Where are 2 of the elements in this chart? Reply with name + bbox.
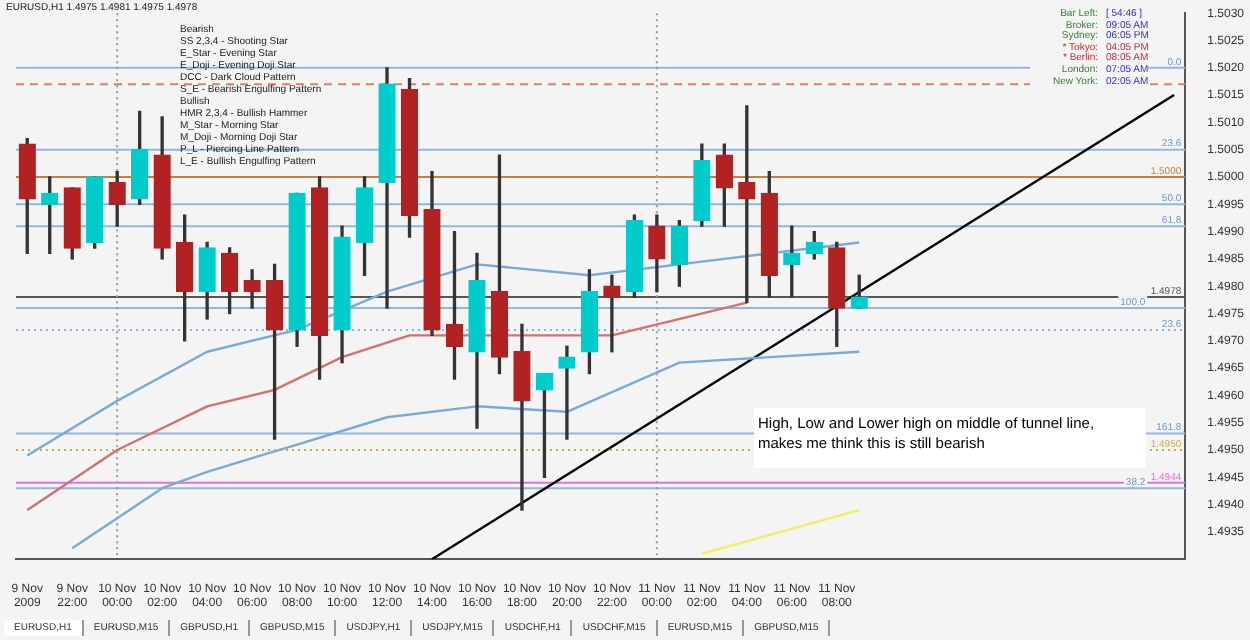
candlestick — [603, 274, 621, 353]
candlestick — [558, 345, 576, 440]
